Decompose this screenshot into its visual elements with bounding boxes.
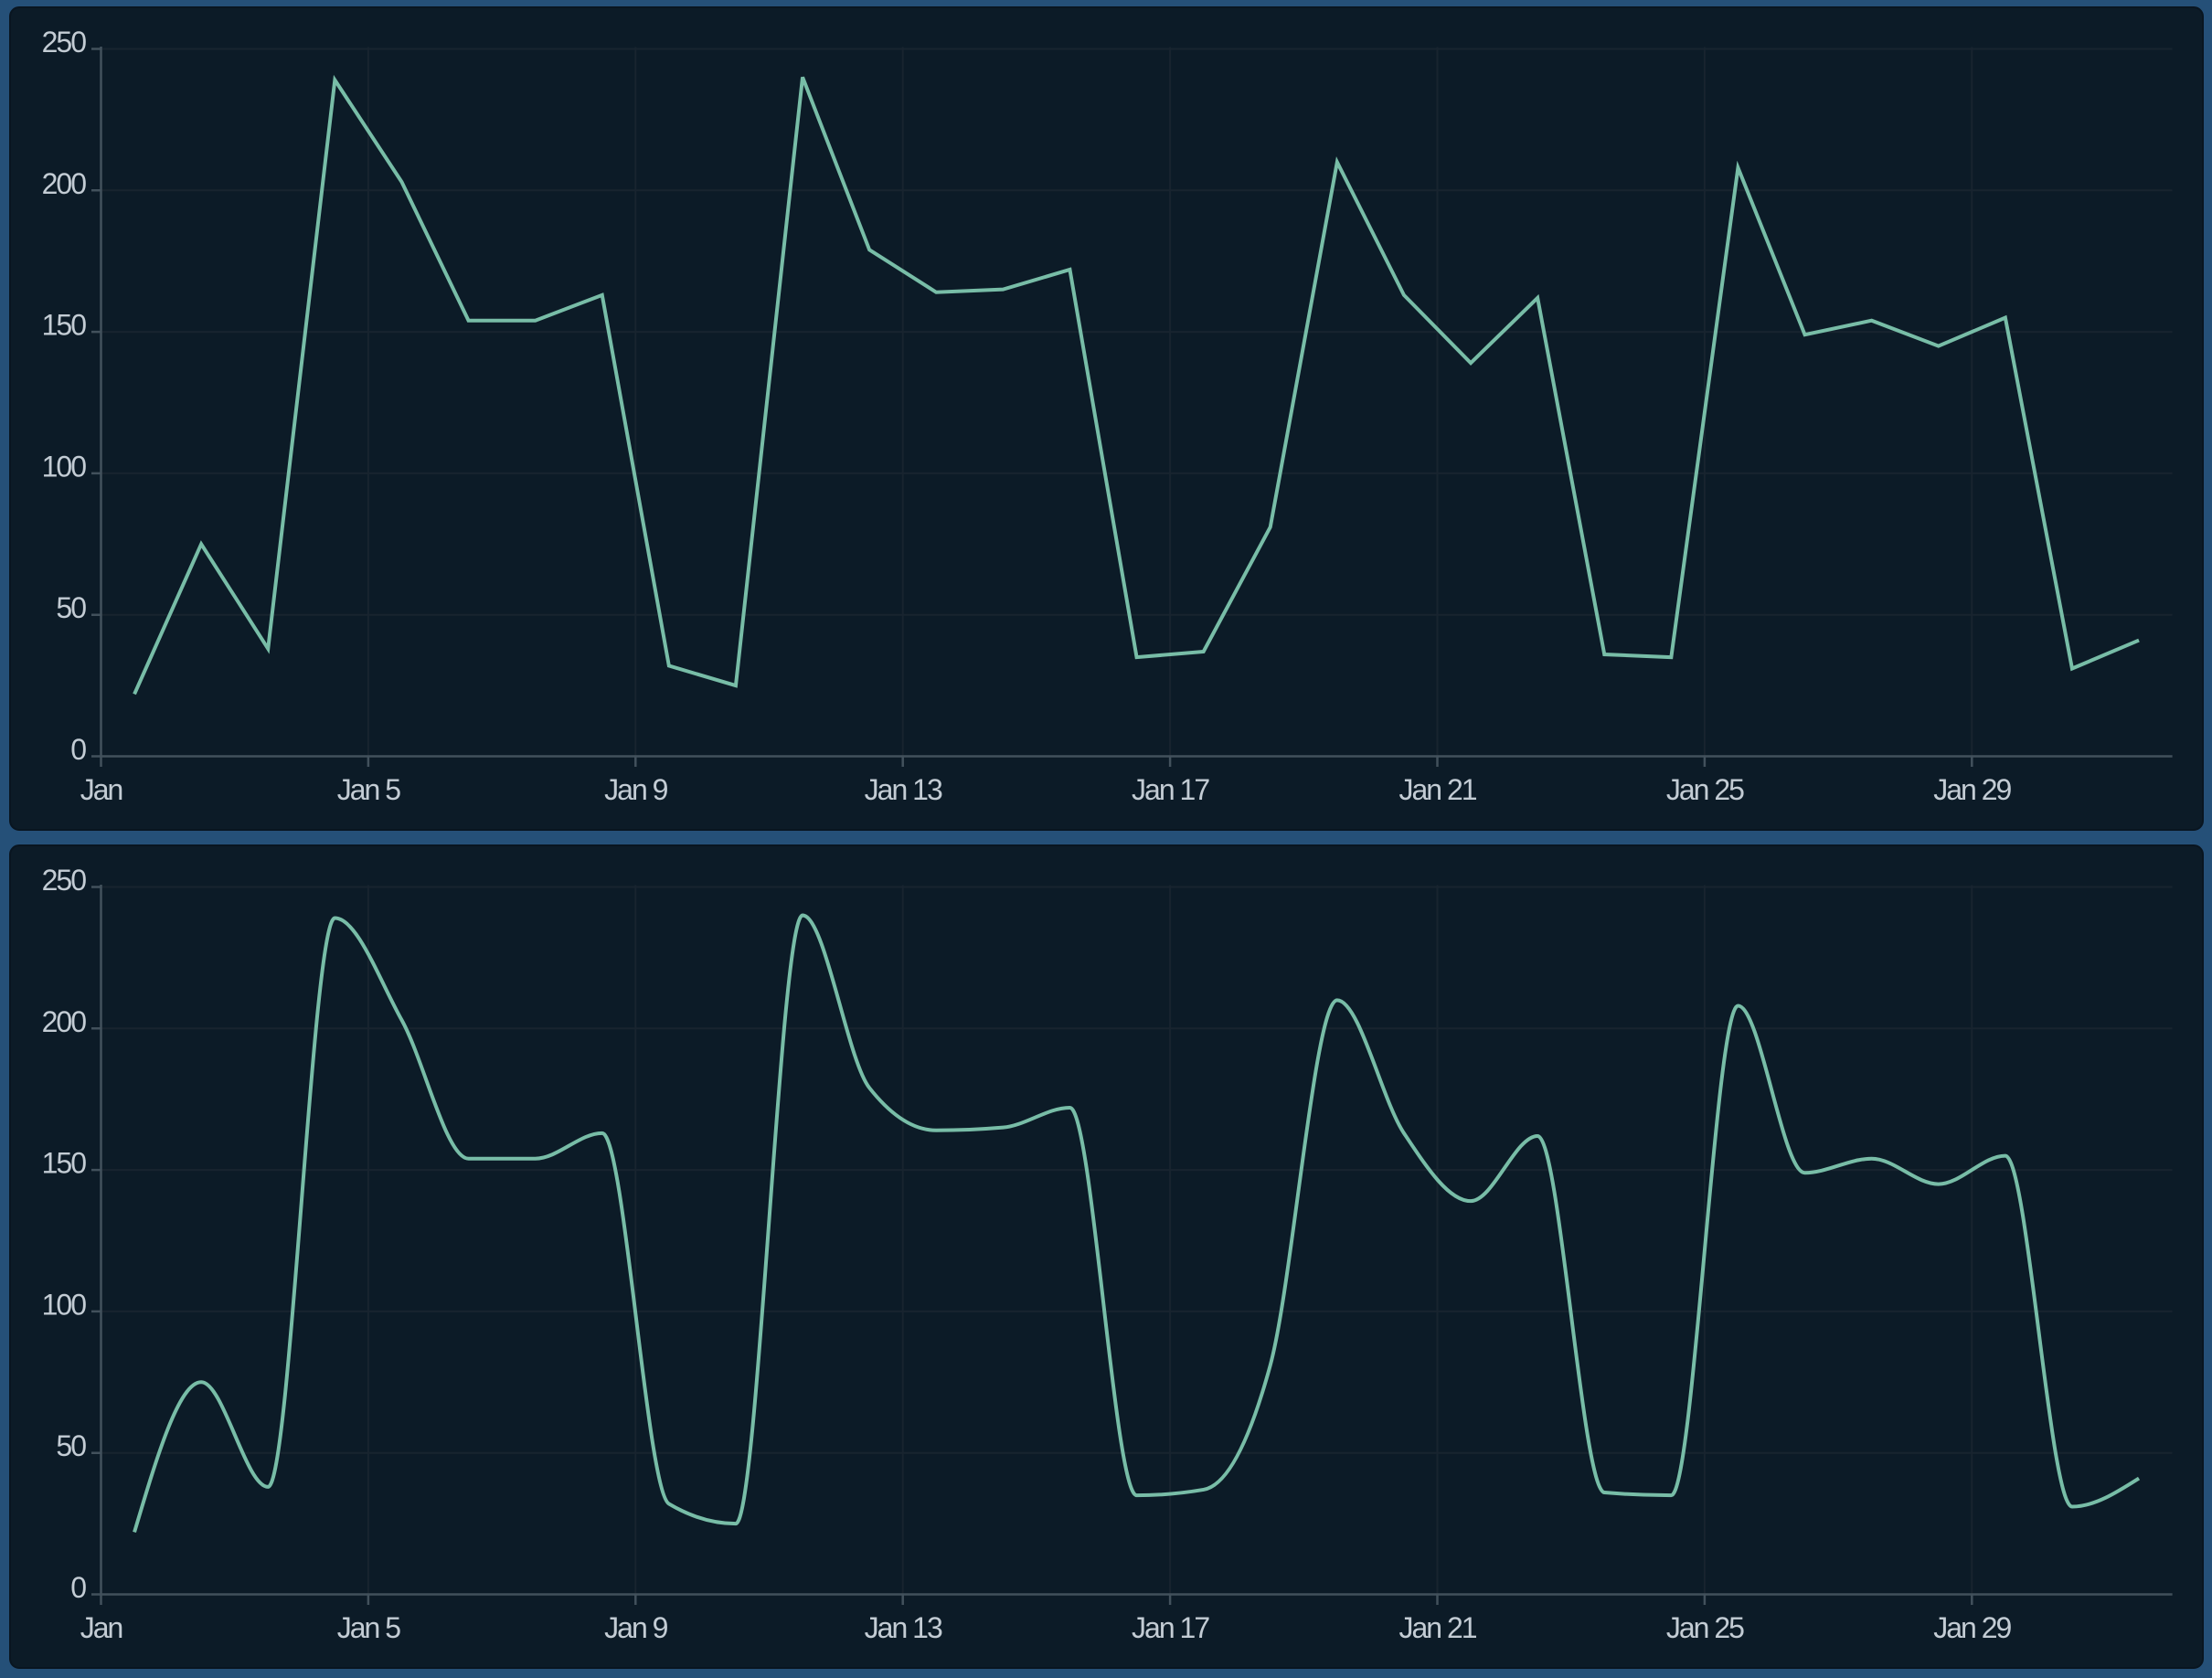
svg-text:Jan 29: Jan 29 (1933, 1611, 2011, 1644)
svg-text:150: 150 (42, 309, 87, 342)
svg-text:0: 0 (70, 1571, 86, 1604)
svg-text:Jan 25: Jan 25 (1666, 1611, 1744, 1644)
svg-text:Jan 17: Jan 17 (1132, 773, 1209, 806)
svg-text:50: 50 (56, 1429, 86, 1462)
svg-text:Jan 5: Jan 5 (337, 1611, 400, 1644)
svg-text:Jan 9: Jan 9 (604, 773, 667, 806)
svg-text:0: 0 (70, 733, 86, 766)
svg-text:Jan 21: Jan 21 (1398, 1611, 1476, 1644)
svg-text:Jan 25: Jan 25 (1666, 773, 1744, 806)
svg-text:100: 100 (42, 1288, 87, 1321)
svg-text:50: 50 (56, 591, 86, 624)
svg-text:100: 100 (42, 450, 87, 483)
svg-text:Jan 21: Jan 21 (1398, 773, 1476, 806)
svg-text:Jan 29: Jan 29 (1933, 773, 2011, 806)
svg-text:Jan 13: Jan 13 (865, 1611, 942, 1644)
svg-text:Jan 13: Jan 13 (865, 773, 942, 806)
svg-text:200: 200 (42, 1005, 87, 1038)
svg-text:250: 250 (42, 864, 87, 897)
svg-text:Jan 17: Jan 17 (1132, 1611, 1209, 1644)
svg-text:Jan 5: Jan 5 (337, 773, 400, 806)
svg-text:Jan 9: Jan 9 (604, 1611, 667, 1644)
svg-text:250: 250 (42, 26, 87, 58)
svg-text:200: 200 (42, 167, 87, 200)
svg-text:Jan: Jan (80, 773, 122, 806)
svg-text:Jan: Jan (80, 1611, 122, 1644)
svg-text:150: 150 (42, 1147, 87, 1180)
